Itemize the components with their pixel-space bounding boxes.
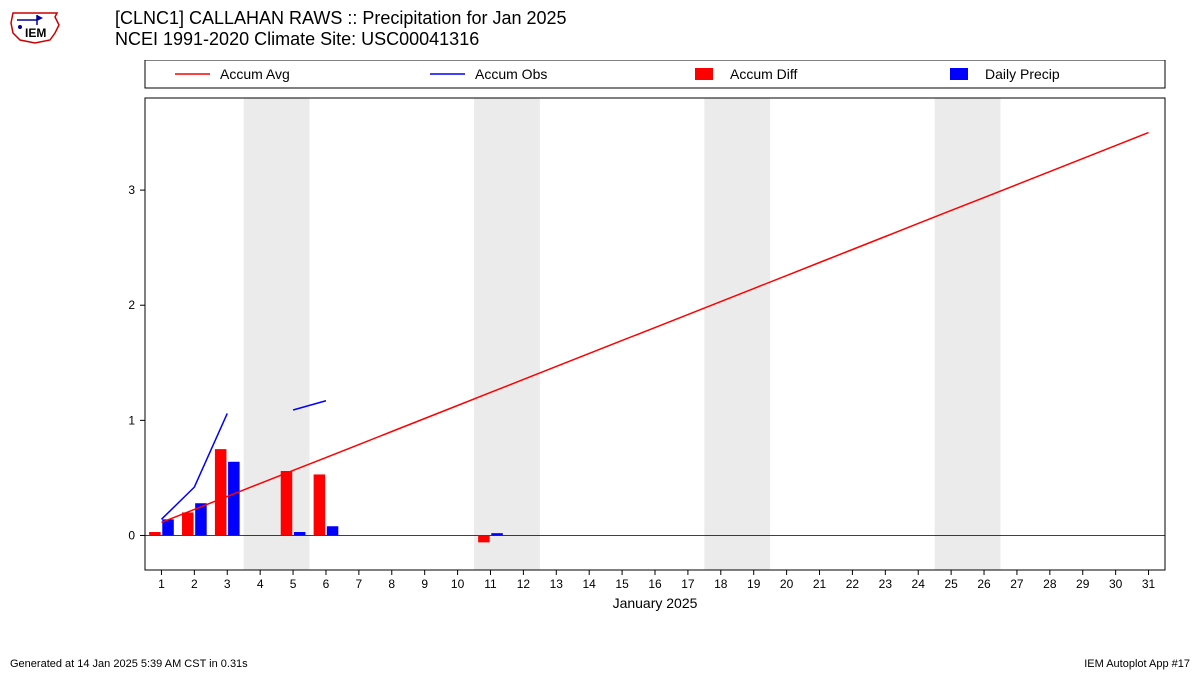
svg-text:5: 5 bbox=[290, 577, 297, 591]
svg-text:19: 19 bbox=[747, 577, 761, 591]
svg-text:3: 3 bbox=[224, 577, 231, 591]
svg-text:Accum Diff: Accum Diff bbox=[730, 66, 798, 82]
svg-text:24: 24 bbox=[912, 577, 926, 591]
svg-text:29: 29 bbox=[1076, 577, 1090, 591]
svg-text:31: 31 bbox=[1142, 577, 1156, 591]
svg-text:1: 1 bbox=[128, 413, 135, 427]
svg-text:3: 3 bbox=[128, 183, 135, 197]
svg-text:Accum Avg: Accum Avg bbox=[220, 66, 290, 82]
svg-text:21: 21 bbox=[813, 577, 827, 591]
svg-text:18: 18 bbox=[714, 577, 728, 591]
svg-text:27: 27 bbox=[1010, 577, 1024, 591]
svg-text:22: 22 bbox=[846, 577, 860, 591]
svg-text:12: 12 bbox=[517, 577, 531, 591]
svg-text:26: 26 bbox=[977, 577, 991, 591]
svg-text:IEM: IEM bbox=[25, 26, 46, 40]
svg-text:8: 8 bbox=[388, 577, 395, 591]
svg-text:30: 30 bbox=[1109, 577, 1123, 591]
svg-text:9: 9 bbox=[421, 577, 428, 591]
svg-text:17: 17 bbox=[681, 577, 695, 591]
svg-text:28: 28 bbox=[1043, 577, 1057, 591]
svg-text:0: 0 bbox=[128, 528, 135, 542]
svg-text:23: 23 bbox=[879, 577, 893, 591]
chart-title: [CLNC1] CALLAHAN RAWS :: Precipitation f… bbox=[115, 8, 567, 29]
footer-generated: Generated at 14 Jan 2025 5:39 AM CST in … bbox=[10, 658, 248, 670]
svg-text:1: 1 bbox=[158, 577, 165, 591]
svg-text:14: 14 bbox=[583, 577, 597, 591]
svg-text:4: 4 bbox=[257, 577, 264, 591]
svg-text:11: 11 bbox=[484, 577, 497, 591]
svg-text:Accum Obs: Accum Obs bbox=[475, 66, 547, 82]
footer-app: IEM Autoplot App #17 bbox=[1084, 658, 1190, 670]
svg-text:2: 2 bbox=[191, 577, 198, 591]
iem-logo: IEM bbox=[5, 5, 65, 50]
svg-text:16: 16 bbox=[648, 577, 662, 591]
svg-text:20: 20 bbox=[780, 577, 794, 591]
svg-text:25: 25 bbox=[944, 577, 958, 591]
svg-text:2: 2 bbox=[128, 298, 135, 312]
svg-text:January 2025: January 2025 bbox=[613, 595, 698, 611]
svg-text:7: 7 bbox=[356, 577, 363, 591]
chart-subtitle: NCEI 1991-2020 Climate Site: USC00041316 bbox=[115, 29, 567, 50]
precipitation-chart: Accum Avg Accum Obs Accum Diff Daily Precip… bbox=[115, 60, 1175, 620]
svg-text:15: 15 bbox=[615, 577, 629, 591]
svg-text:10: 10 bbox=[451, 577, 465, 591]
svg-text:Daily Precip: Daily Precip bbox=[985, 66, 1060, 82]
svg-text:13: 13 bbox=[550, 577, 564, 591]
svg-text:6: 6 bbox=[323, 577, 330, 591]
